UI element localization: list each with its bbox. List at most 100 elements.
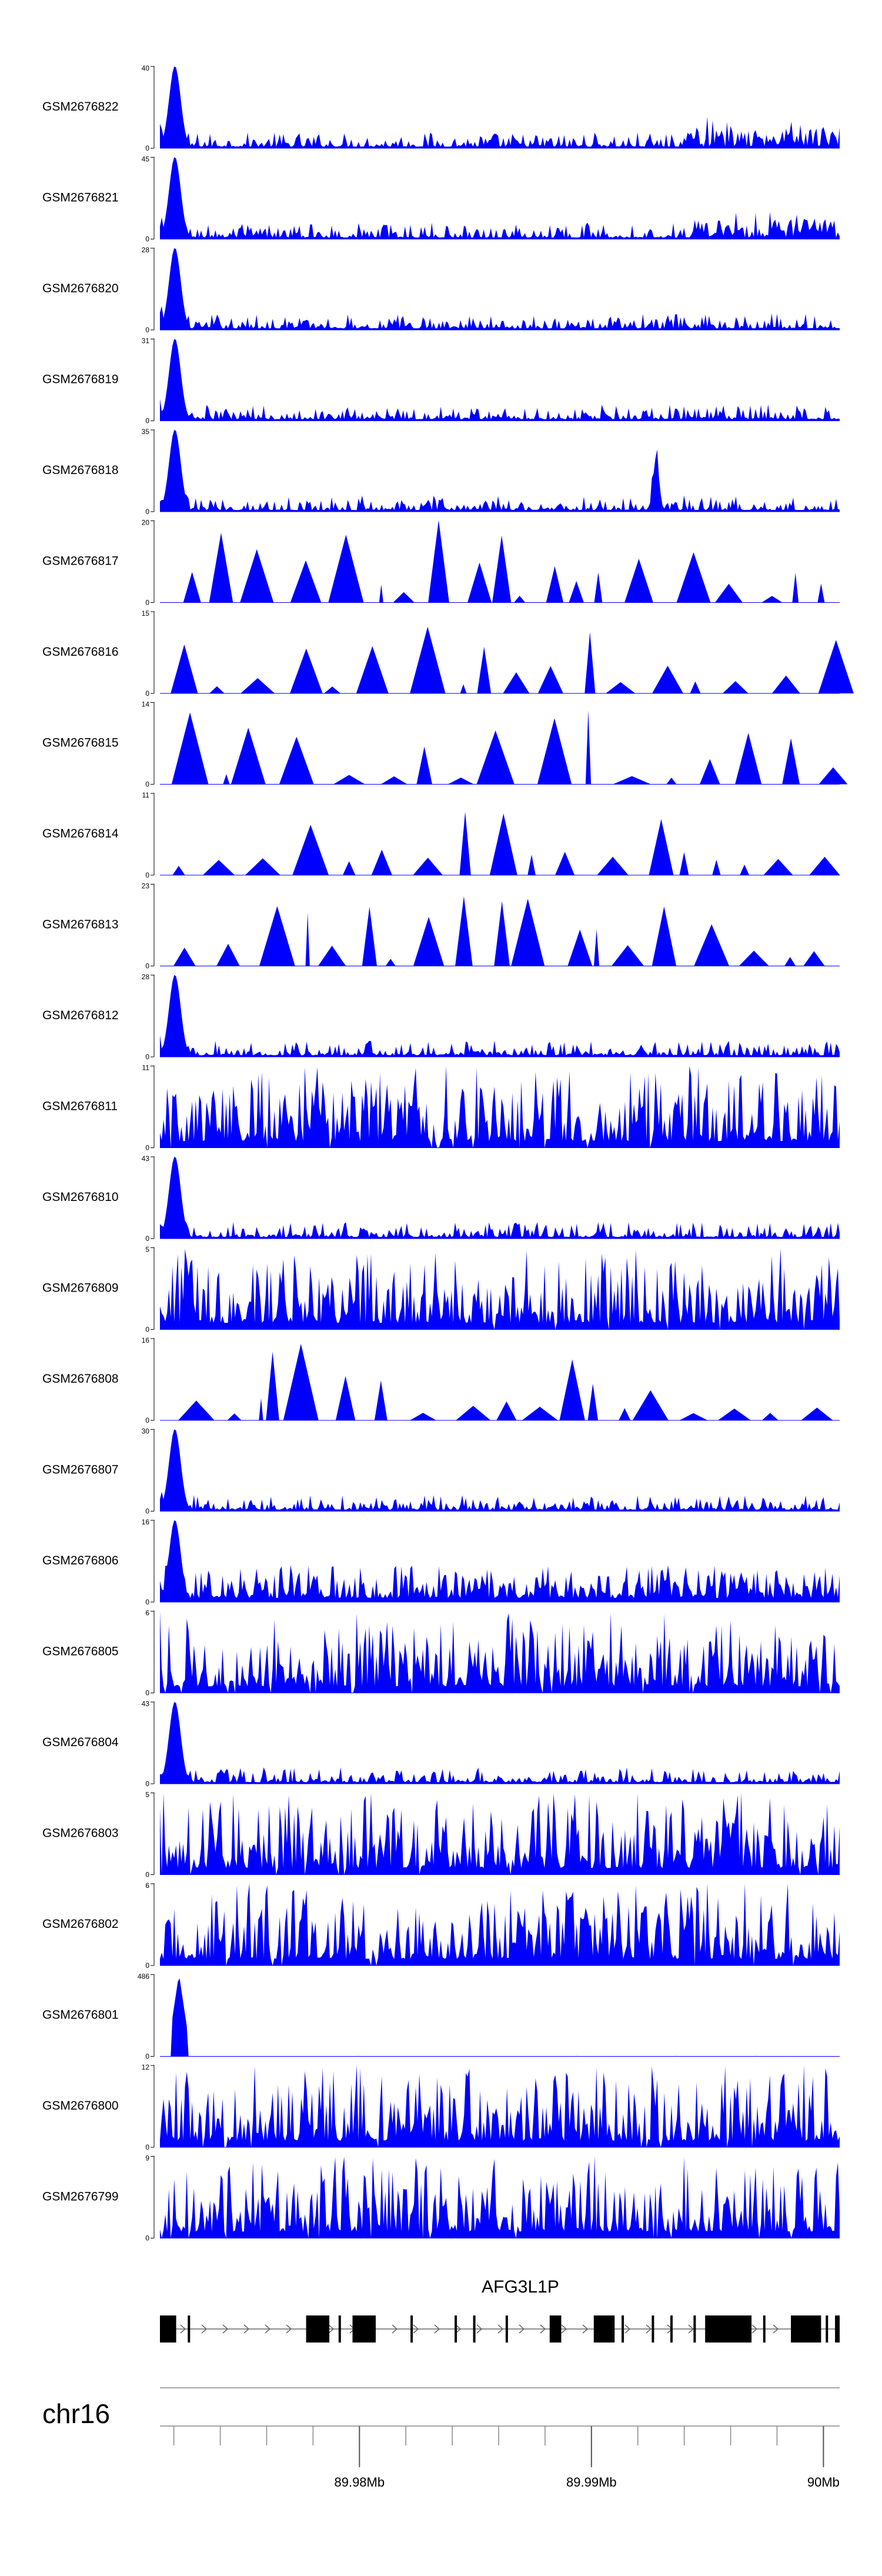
y-max-label: 31 [142, 337, 150, 345]
y-max-label: 5 [145, 1246, 149, 1254]
strand-arrow [455, 2324, 462, 2334]
y-min-label: 0 [145, 2234, 149, 2243]
exon [835, 2315, 840, 2343]
track-GSM2676811: GSM2676811 11 0 [42, 1064, 840, 1152]
track-label: GSM2676810 [42, 1190, 119, 1204]
y-min-label: 0 [145, 1598, 149, 1606]
coverage-area [160, 1156, 840, 1239]
y-min-label: 0 [145, 1961, 149, 1970]
track-GSM2676821: GSM2676821 45 0 [42, 155, 840, 243]
strand-arrow [497, 2324, 504, 2334]
strand-arrow [434, 2324, 440, 2334]
strand-arrow [582, 2324, 589, 2334]
track-GSM2676819: GSM2676819 31 0 [42, 337, 840, 425]
track-GSM2676817: GSM2676817 20 0 [42, 519, 840, 607]
track-GSM2676806: GSM2676806 16 0 [42, 1518, 840, 1606]
track-label: GSM2676814 [42, 827, 119, 840]
strand-arrow [392, 2324, 398, 2334]
strand-arrow [476, 2324, 483, 2334]
coverage-area [160, 1520, 840, 1602]
y-min-label: 0 [145, 235, 149, 243]
exon [306, 2315, 330, 2343]
y-max-label: 6 [145, 1881, 149, 1890]
y-max-label: 14 [142, 700, 150, 709]
track-GSM2676805: GSM2676805 6 0 [42, 1609, 840, 1697]
y-min-label: 0 [145, 1689, 149, 1697]
track-label: GSM2676817 [42, 555, 119, 568]
track-label: GSM2676818 [42, 463, 119, 477]
strand-arrow [646, 2324, 652, 2334]
gene-track: AFG3L1P [160, 2277, 840, 2343]
track-label: GSM2676801 [42, 2008, 119, 2022]
exon [791, 2315, 821, 2343]
track-label: GSM2676809 [42, 1282, 119, 1295]
coverage-area [160, 66, 840, 149]
coverage-area [160, 1248, 840, 1330]
coverage-area [160, 429, 840, 512]
y-max-label: 20 [142, 519, 150, 527]
coverage-area [160, 2065, 840, 2147]
major-tick-label: 89.98Mb [334, 2475, 385, 2490]
chromosome-label: chr16 [42, 2398, 110, 2429]
strand-arrow [328, 2324, 335, 2334]
y-max-label: 28 [142, 973, 150, 981]
y-max-label: 45 [142, 155, 150, 163]
y-min-label: 0 [145, 780, 149, 789]
y-max-label: 43 [142, 1700, 150, 1708]
track-GSM2676814: GSM2676814 11 0 [42, 791, 840, 879]
coverage-area [160, 157, 840, 239]
track-label: GSM2676805 [42, 1645, 119, 1659]
coverage-area [160, 2155, 840, 2238]
track-label: GSM2676808 [42, 1372, 119, 1386]
coverage-area [160, 812, 840, 875]
strand-arrow [561, 2324, 567, 2334]
coverage-area [160, 1793, 840, 1875]
y-min-label: 0 [145, 1871, 149, 1879]
strand-arrow [286, 2324, 292, 2334]
y-max-label: 40 [142, 64, 150, 72]
track-label: GSM2676807 [42, 1463, 119, 1477]
track-GSM2676804: GSM2676804 43 0 [42, 1700, 840, 1788]
track-label: GSM2676822 [42, 100, 119, 114]
y-max-label: 12 [142, 2063, 150, 2071]
track-GSM2676820: GSM2676820 28 0 [42, 246, 840, 334]
coverage-area [160, 248, 840, 330]
exon [188, 2315, 191, 2343]
track-GSM2676810: GSM2676810 43 0 [42, 1154, 840, 1243]
exon [826, 2315, 828, 2343]
gene-name-label: AFG3L1P [482, 2277, 559, 2297]
y-max-label: 23 [142, 882, 150, 890]
strand-arrow [265, 2324, 271, 2334]
coverage-area [160, 1978, 840, 2057]
track-label: GSM2676806 [42, 1554, 119, 1567]
exon [693, 2315, 696, 2343]
y-max-label: 16 [142, 1336, 150, 1344]
y-min-label: 0 [145, 1326, 149, 1334]
exon [410, 2315, 413, 2343]
y-min-label: 0 [145, 962, 149, 970]
strand-arrow [773, 2324, 779, 2334]
y-max-label: 35 [142, 428, 150, 436]
y-max-label: 15 [142, 609, 150, 618]
y-min-label: 0 [145, 326, 149, 334]
exon [652, 2315, 654, 2343]
axis-ticks: 89.98Mb 89.99Mb 90Mb [160, 2387, 840, 2490]
y-max-label: 9 [145, 2154, 149, 2163]
coverage-area [160, 1429, 840, 1511]
coverage-area [160, 1610, 840, 1693]
track-label: GSM2676820 [42, 282, 119, 295]
exon [549, 2315, 562, 2343]
exon [670, 2315, 673, 2343]
track-GSM2676818: GSM2676818 35 0 [42, 428, 840, 516]
y-min-label: 0 [145, 599, 149, 607]
major-tick-label: 89.99Mb [566, 2475, 617, 2490]
track-GSM2676815: GSM2676815 14 0 [42, 700, 848, 789]
y-max-label: 486 [138, 1973, 149, 1981]
exon [622, 2315, 624, 2343]
coverage-area [160, 1344, 840, 1420]
y-min-label: 0 [145, 508, 149, 516]
y-max-label: 43 [142, 1154, 150, 1163]
y-min-label: 0 [145, 871, 149, 879]
track-label: GSM2676803 [42, 1827, 119, 1840]
y-max-label: 11 [142, 1064, 150, 1072]
